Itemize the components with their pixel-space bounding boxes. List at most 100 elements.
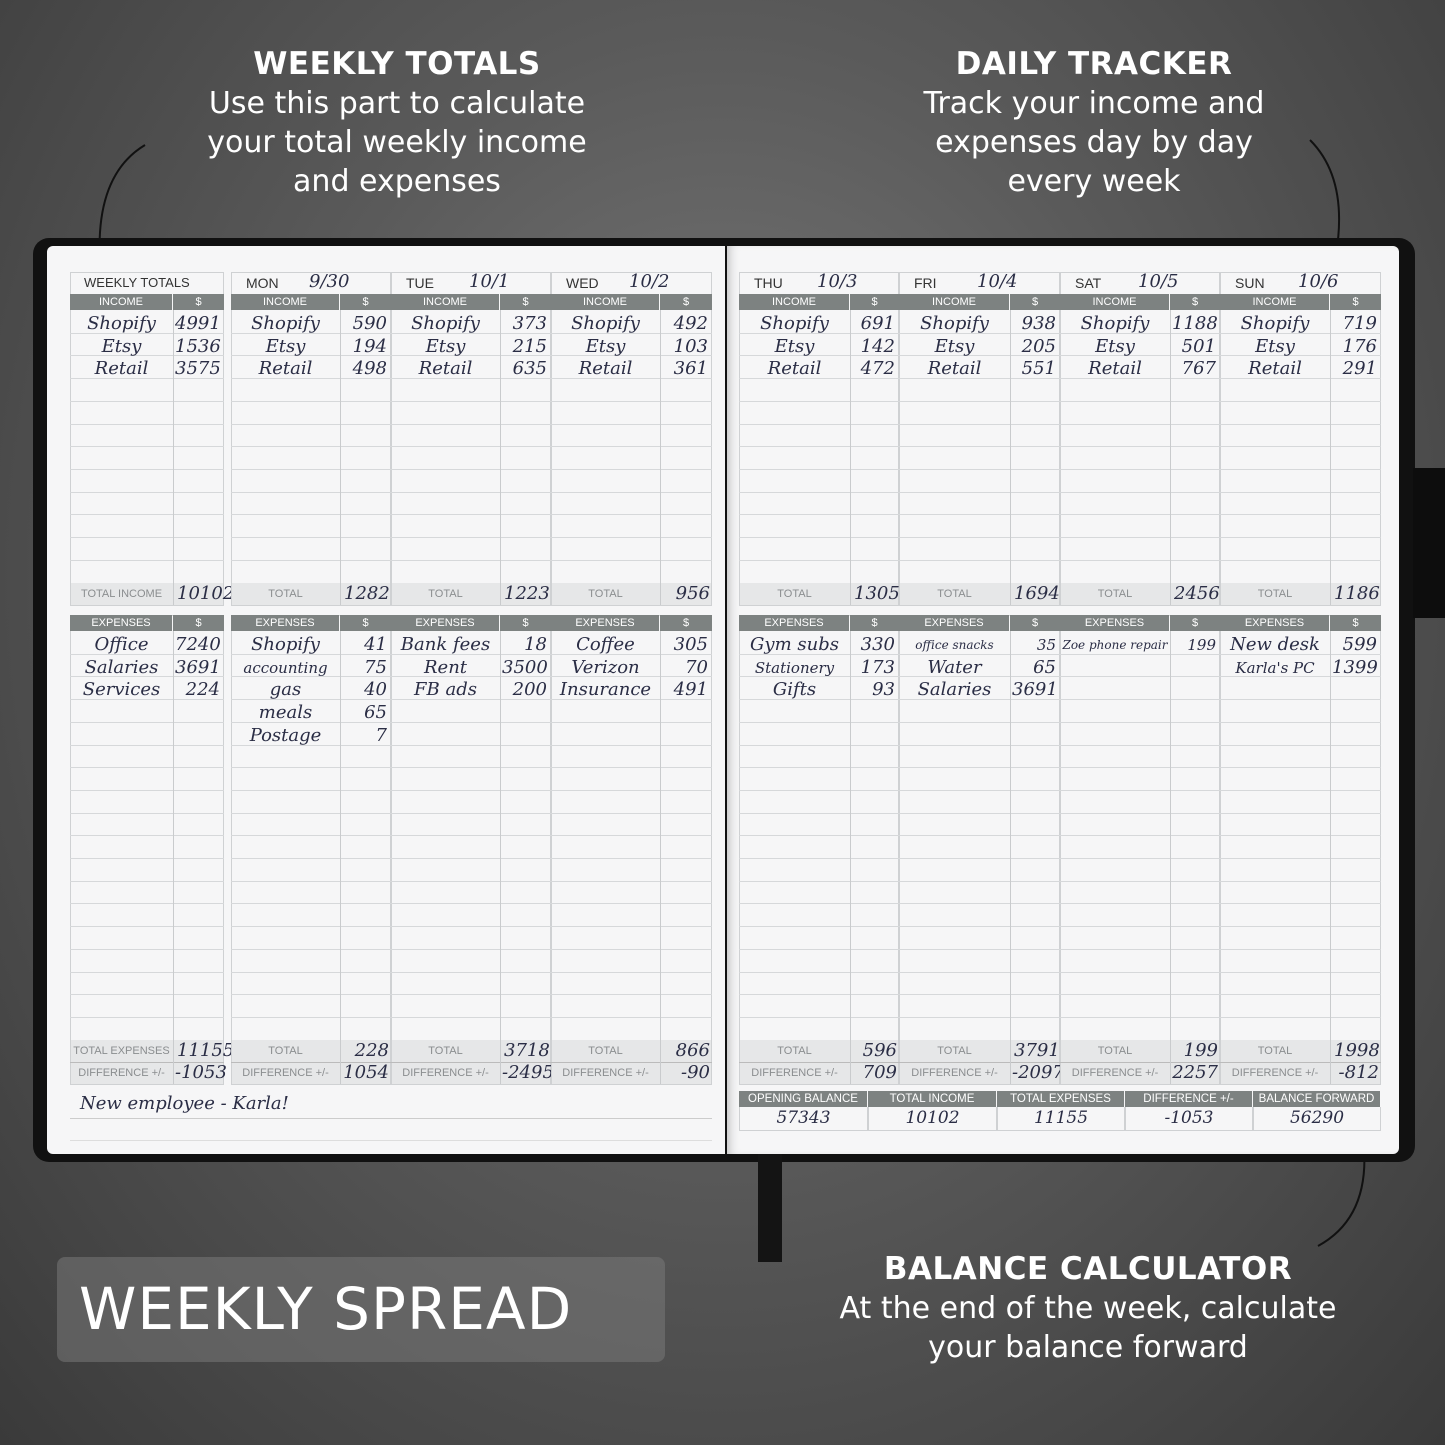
total-expenses-value[interactable]: 3718 [504, 1040, 550, 1061]
income-entry-label[interactable]: Etsy [425, 335, 466, 357]
income-entry-label[interactable]: Shopify [920, 313, 989, 334]
income-entry-label[interactable]: Shopify [87, 313, 156, 334]
expense-entry-label[interactable]: Rent [423, 656, 468, 678]
income-entry-label[interactable]: Retail [1248, 358, 1302, 380]
income-entry-amount[interactable]: 215 [512, 335, 547, 357]
total-income-value[interactable]: 1186 [1334, 583, 1380, 604]
income-entry-label[interactable]: Shopify [1240, 313, 1310, 334]
expense-entry-amount[interactable]: 41 [364, 634, 387, 655]
income-entry-label[interactable]: Etsy [101, 335, 142, 357]
expense-entry-label[interactable]: Stationery [754, 658, 835, 677]
income-entry-amount[interactable]: 291 [1342, 358, 1377, 380]
expense-entry-label[interactable]: gas [269, 679, 302, 701]
income-entry-amount[interactable]: 361 [673, 358, 708, 380]
difference-value[interactable]: -2097 [1012, 1062, 1064, 1083]
income-entry-label[interactable]: Shopify [760, 313, 829, 334]
income-entry-amount[interactable]: 590 [352, 313, 387, 334]
difference-value[interactable]: -1053 [175, 1062, 227, 1083]
difference-value[interactable]: -812 [1338, 1062, 1379, 1083]
income-entry-label[interactable]: Etsy [1255, 335, 1295, 357]
expense-entry-amount[interactable]: 35 [1036, 636, 1056, 654]
total-income-value[interactable]: 1223 [504, 583, 550, 604]
income-entry-label[interactable]: Retail [258, 358, 313, 380]
total-expenses-value[interactable]: 228 [354, 1040, 389, 1061]
expense-entry-amount[interactable]: 7240 [175, 634, 221, 655]
income-entry-amount[interactable]: 373 [512, 313, 547, 334]
expense-entry-label[interactable]: Salaries [917, 679, 992, 701]
expense-entry-amount[interactable]: 3691 [175, 656, 221, 678]
difference-value[interactable]: -90 [681, 1062, 710, 1083]
income-entry-label[interactable]: Retail [418, 358, 473, 380]
expense-entry-amount[interactable]: 7 [375, 724, 387, 746]
expense-entry-label[interactable]: Gifts [772, 679, 817, 701]
income-entry-amount[interactable]: 498 [352, 358, 387, 380]
balance-value[interactable]: 57343 [739, 1107, 868, 1131]
income-entry-amount[interactable]: 551 [1021, 358, 1056, 380]
income-entry-amount[interactable]: 4991 [175, 313, 221, 334]
total-expenses-value[interactable]: 199 [1183, 1040, 1218, 1061]
expense-entry-label[interactable]: accounting [243, 658, 328, 677]
income-entry-label[interactable]: Shopify [1080, 313, 1150, 334]
total-expenses-value[interactable]: 11155 [177, 1040, 235, 1061]
expense-entry-label[interactable]: Gym subs [750, 634, 839, 655]
expense-entry-amount[interactable]: 75 [364, 656, 387, 678]
expense-entry-label[interactable]: FB ads [414, 679, 477, 701]
expense-entry-label[interactable]: Postage [249, 724, 322, 746]
income-entry-amount[interactable]: 691 [860, 313, 895, 334]
expense-entry-amount[interactable]: 330 [860, 634, 895, 655]
income-entry-amount[interactable]: 719 [1342, 313, 1377, 334]
notes-text[interactable]: New employee - Karla! [80, 1093, 289, 1114]
expense-entry-amount[interactable]: 173 [860, 656, 895, 678]
total-expenses-value[interactable]: 596 [862, 1040, 897, 1061]
income-entry-amount[interactable]: 767 [1181, 358, 1216, 380]
income-entry-label[interactable]: Etsy [265, 335, 306, 357]
income-entry-amount[interactable]: 1536 [175, 335, 221, 357]
difference-value[interactable]: -2495 [502, 1062, 554, 1083]
expense-entry-amount[interactable]: 70 [685, 656, 708, 678]
income-entry-amount[interactable]: 103 [673, 335, 708, 357]
expense-entry-label[interactable]: Zoe phone repair [1062, 638, 1168, 652]
income-entry-amount[interactable]: 492 [673, 313, 708, 334]
expense-entry-label[interactable]: Coffee [576, 634, 635, 655]
income-entry-amount[interactable]: 205 [1021, 335, 1056, 357]
expense-entry-label[interactable]: New desk [1230, 634, 1320, 655]
difference-value[interactable]: 2257 [1172, 1062, 1218, 1083]
expense-entry-label[interactable]: Services [82, 679, 161, 701]
expense-entry-label[interactable]: Salaries [84, 656, 159, 678]
expense-entry-amount[interactable]: 199 [1187, 636, 1216, 654]
expense-entry-amount[interactable]: 305 [673, 634, 708, 655]
expense-entry-label[interactable]: meals [258, 702, 313, 724]
expense-entry-label[interactable]: Insurance [559, 679, 652, 701]
total-income-value[interactable]: 1694 [1014, 583, 1060, 604]
expense-entry-label[interactable]: Karla's PC [1235, 658, 1315, 677]
day-date[interactable]: 10/5 [1138, 271, 1179, 292]
bookmark-ribbon[interactable] [758, 1150, 782, 1262]
expense-entry-label[interactable]: Shopify [251, 634, 320, 655]
balance-value[interactable]: 56290 [1253, 1107, 1381, 1131]
expense-entry-label[interactable]: Office [94, 634, 149, 655]
expense-entry-amount[interactable]: 40 [364, 679, 387, 701]
expense-entry-amount[interactable]: 3500 [502, 656, 548, 678]
difference-value[interactable]: 709 [862, 1062, 897, 1083]
day-date[interactable]: 10/4 [977, 271, 1018, 292]
total-expenses-value[interactable]: 3791 [1014, 1040, 1060, 1061]
income-entry-amount[interactable]: 176 [1342, 335, 1377, 357]
balance-value[interactable]: -1053 [1125, 1107, 1253, 1131]
day-date[interactable]: 10/2 [629, 271, 670, 292]
total-income-value[interactable]: 10102 [177, 583, 235, 604]
expense-entry-label[interactable]: Bank fees [400, 634, 491, 655]
day-date[interactable]: 10/3 [817, 271, 858, 292]
income-entry-amount[interactable]: 3575 [175, 358, 221, 380]
expense-entry-amount[interactable]: 200 [512, 679, 547, 701]
income-entry-label[interactable]: Retail [578, 358, 633, 380]
expense-entry-amount[interactable]: 599 [1342, 634, 1377, 655]
income-entry-label[interactable]: Etsy [1095, 335, 1135, 357]
income-entry-amount[interactable]: 501 [1181, 335, 1216, 357]
balance-value[interactable]: 11155 [997, 1107, 1125, 1131]
total-income-value[interactable]: 2456 [1174, 583, 1220, 604]
income-entry-amount[interactable]: 142 [860, 335, 895, 357]
total-expenses-value[interactable]: 1998 [1334, 1040, 1380, 1061]
income-entry-label[interactable]: Etsy [934, 335, 975, 357]
income-entry-label[interactable]: Shopify [251, 313, 320, 334]
expense-entry-amount[interactable]: 93 [872, 679, 895, 701]
